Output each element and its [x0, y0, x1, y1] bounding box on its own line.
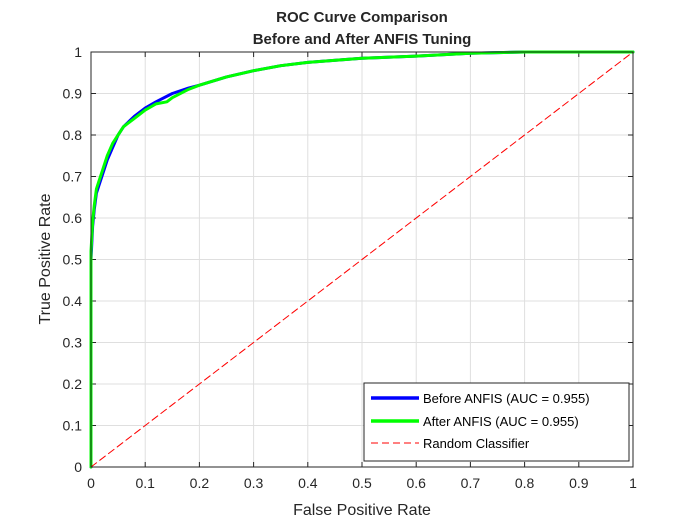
legend: Before ANFIS (AUC = 0.955) After ANFIS (…: [363, 382, 630, 462]
y-tick-label: 0.8: [63, 127, 83, 143]
y-tick-label: 0.5: [63, 252, 83, 268]
legend-label-before: Before ANFIS (AUC = 0.955): [423, 391, 590, 406]
x-tick-label: 0.3: [244, 475, 264, 491]
x-axis-label: False Positive Rate: [293, 502, 431, 519]
chart-title-line2: Before and After ANFIS Tuning: [253, 31, 472, 48]
chart-title-line1: ROC Curve Comparison: [276, 9, 448, 26]
x-tick-labels: 0 0.1 0.2 0.3 0.4 0.5 0.6 0.7 0.8 0.9 1: [87, 475, 637, 491]
series-lines: [89, 50, 635, 469]
x-tick-label: 0.4: [298, 475, 318, 491]
y-tick-label: 1: [74, 44, 82, 60]
y-tick-label: 0.3: [63, 335, 83, 351]
x-tick-label: 0.1: [135, 475, 155, 491]
plot-frame: [90, 51, 634, 468]
x-tick-label: 1: [629, 475, 637, 491]
x-tick-label: 0.6: [406, 475, 426, 491]
x-tick-label: 0.7: [461, 475, 481, 491]
y-axis-label: True Positive Rate: [37, 193, 54, 324]
x-tick-label: 0: [87, 475, 95, 491]
y-tick-label: 0.7: [63, 169, 83, 185]
legend-label-random: Random Classifier: [423, 436, 530, 451]
legend-label-after: After ANFIS (AUC = 0.955): [423, 414, 579, 429]
y-tick-labels: 0 0.1 0.2 0.3 0.4 0.5 0.6 0.7 0.8 0.9 1: [63, 44, 83, 475]
x-tick-label: 0.8: [515, 475, 535, 491]
y-tick-label: 0.2: [63, 376, 83, 392]
series-line-after-anfis: [89, 50, 635, 469]
x-tick-label: 0.2: [190, 475, 210, 491]
y-tick-label: 0: [74, 459, 82, 475]
x-tick-label: 0.5: [352, 475, 372, 491]
x-tick-label: 0.9: [569, 475, 589, 491]
y-tick-label: 0.9: [63, 86, 83, 102]
y-tick-label: 0.4: [63, 293, 83, 309]
y-tick-label: 0.6: [63, 210, 83, 226]
y-tick-label: 0.1: [63, 418, 83, 434]
series-line-random-classifier: [90, 51, 634, 468]
